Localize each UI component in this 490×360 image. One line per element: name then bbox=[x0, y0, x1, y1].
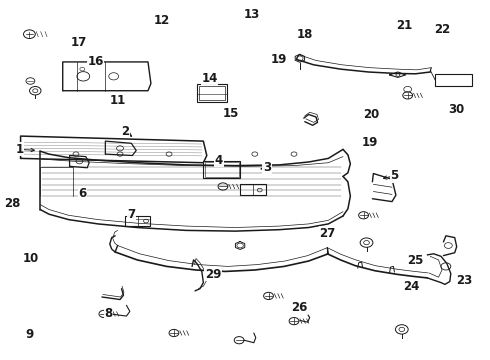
Text: 17: 17 bbox=[70, 36, 87, 49]
Text: 19: 19 bbox=[271, 53, 288, 66]
Text: 24: 24 bbox=[403, 280, 420, 293]
Bar bbox=[197, 84, 227, 102]
Text: 13: 13 bbox=[243, 8, 260, 21]
Bar bbox=[240, 184, 266, 195]
Text: 14: 14 bbox=[201, 72, 218, 85]
Text: 30: 30 bbox=[448, 103, 465, 116]
Text: 21: 21 bbox=[396, 19, 413, 32]
Text: 19: 19 bbox=[362, 136, 378, 149]
Text: 18: 18 bbox=[296, 28, 313, 41]
Text: 26: 26 bbox=[291, 301, 307, 314]
Text: 2: 2 bbox=[121, 125, 129, 138]
Text: 15: 15 bbox=[223, 107, 240, 120]
Text: 25: 25 bbox=[407, 255, 424, 267]
Bar bbox=[203, 161, 240, 178]
Text: 3: 3 bbox=[263, 161, 271, 174]
Text: 5: 5 bbox=[391, 169, 398, 182]
Text: 27: 27 bbox=[319, 227, 336, 240]
Text: 20: 20 bbox=[363, 108, 380, 121]
Text: 28: 28 bbox=[4, 197, 21, 210]
Bar bbox=[205, 162, 239, 177]
Text: 23: 23 bbox=[456, 274, 473, 287]
Text: 7: 7 bbox=[127, 208, 135, 221]
Text: 10: 10 bbox=[22, 252, 39, 265]
Text: 29: 29 bbox=[205, 268, 221, 281]
Bar bbox=[199, 86, 225, 100]
Text: 22: 22 bbox=[434, 23, 450, 36]
Text: 6: 6 bbox=[78, 187, 86, 200]
Text: 9: 9 bbox=[25, 328, 33, 341]
Bar bbox=[435, 74, 472, 86]
Text: 8: 8 bbox=[105, 307, 113, 320]
Text: 1: 1 bbox=[16, 143, 24, 156]
Bar bbox=[125, 216, 150, 226]
Text: 11: 11 bbox=[109, 94, 126, 107]
Text: 4: 4 bbox=[215, 154, 223, 167]
Text: 12: 12 bbox=[153, 14, 170, 27]
Text: 16: 16 bbox=[87, 55, 104, 68]
